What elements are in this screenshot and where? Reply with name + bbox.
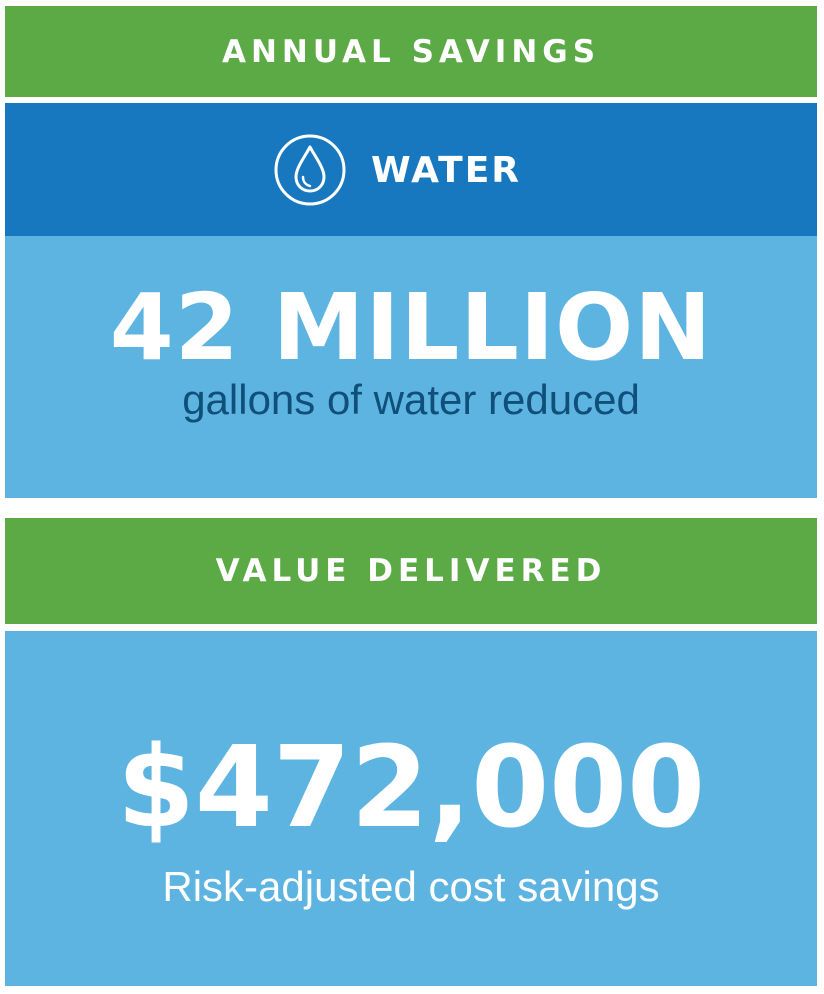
value-delivered-amount: $472,000: [116, 723, 706, 853]
water-category-header: WATER: [5, 103, 817, 236]
water-category-label: WATER: [371, 149, 522, 191]
annual-savings-header: ANNUAL SAVINGS: [5, 6, 817, 97]
value-delivered-title: VALUE DELIVERED: [215, 553, 607, 589]
water-savings-panel: 42 MILLION gallons of water reduced: [5, 236, 817, 498]
water-category-row: WATER: [273, 133, 521, 207]
value-delivered-header: VALUE DELIVERED: [5, 518, 817, 624]
annual-savings-title: ANNUAL SAVINGS: [221, 33, 601, 70]
value-delivered-caption: Risk-adjusted cost savings: [162, 863, 660, 910]
water-savings-amount: 42 MILLION: [109, 274, 713, 381]
water-savings-caption: gallons of water reduced: [182, 376, 640, 423]
water-drop-icon: [274, 134, 346, 206]
value-delivered-panel: $472,000 Risk-adjusted cost savings: [5, 631, 817, 986]
